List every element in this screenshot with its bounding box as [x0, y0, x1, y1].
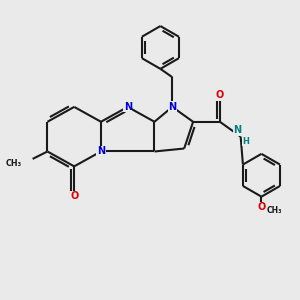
Text: CH₃: CH₃: [267, 206, 282, 215]
Text: N: N: [168, 102, 176, 112]
Text: N: N: [124, 102, 132, 112]
Text: CH₃: CH₃: [6, 159, 22, 168]
Text: O: O: [216, 90, 224, 100]
Text: N: N: [233, 125, 241, 135]
Text: N: N: [97, 146, 105, 157]
Text: H: H: [243, 136, 249, 146]
Text: O: O: [257, 202, 266, 212]
Text: O: O: [70, 191, 78, 201]
